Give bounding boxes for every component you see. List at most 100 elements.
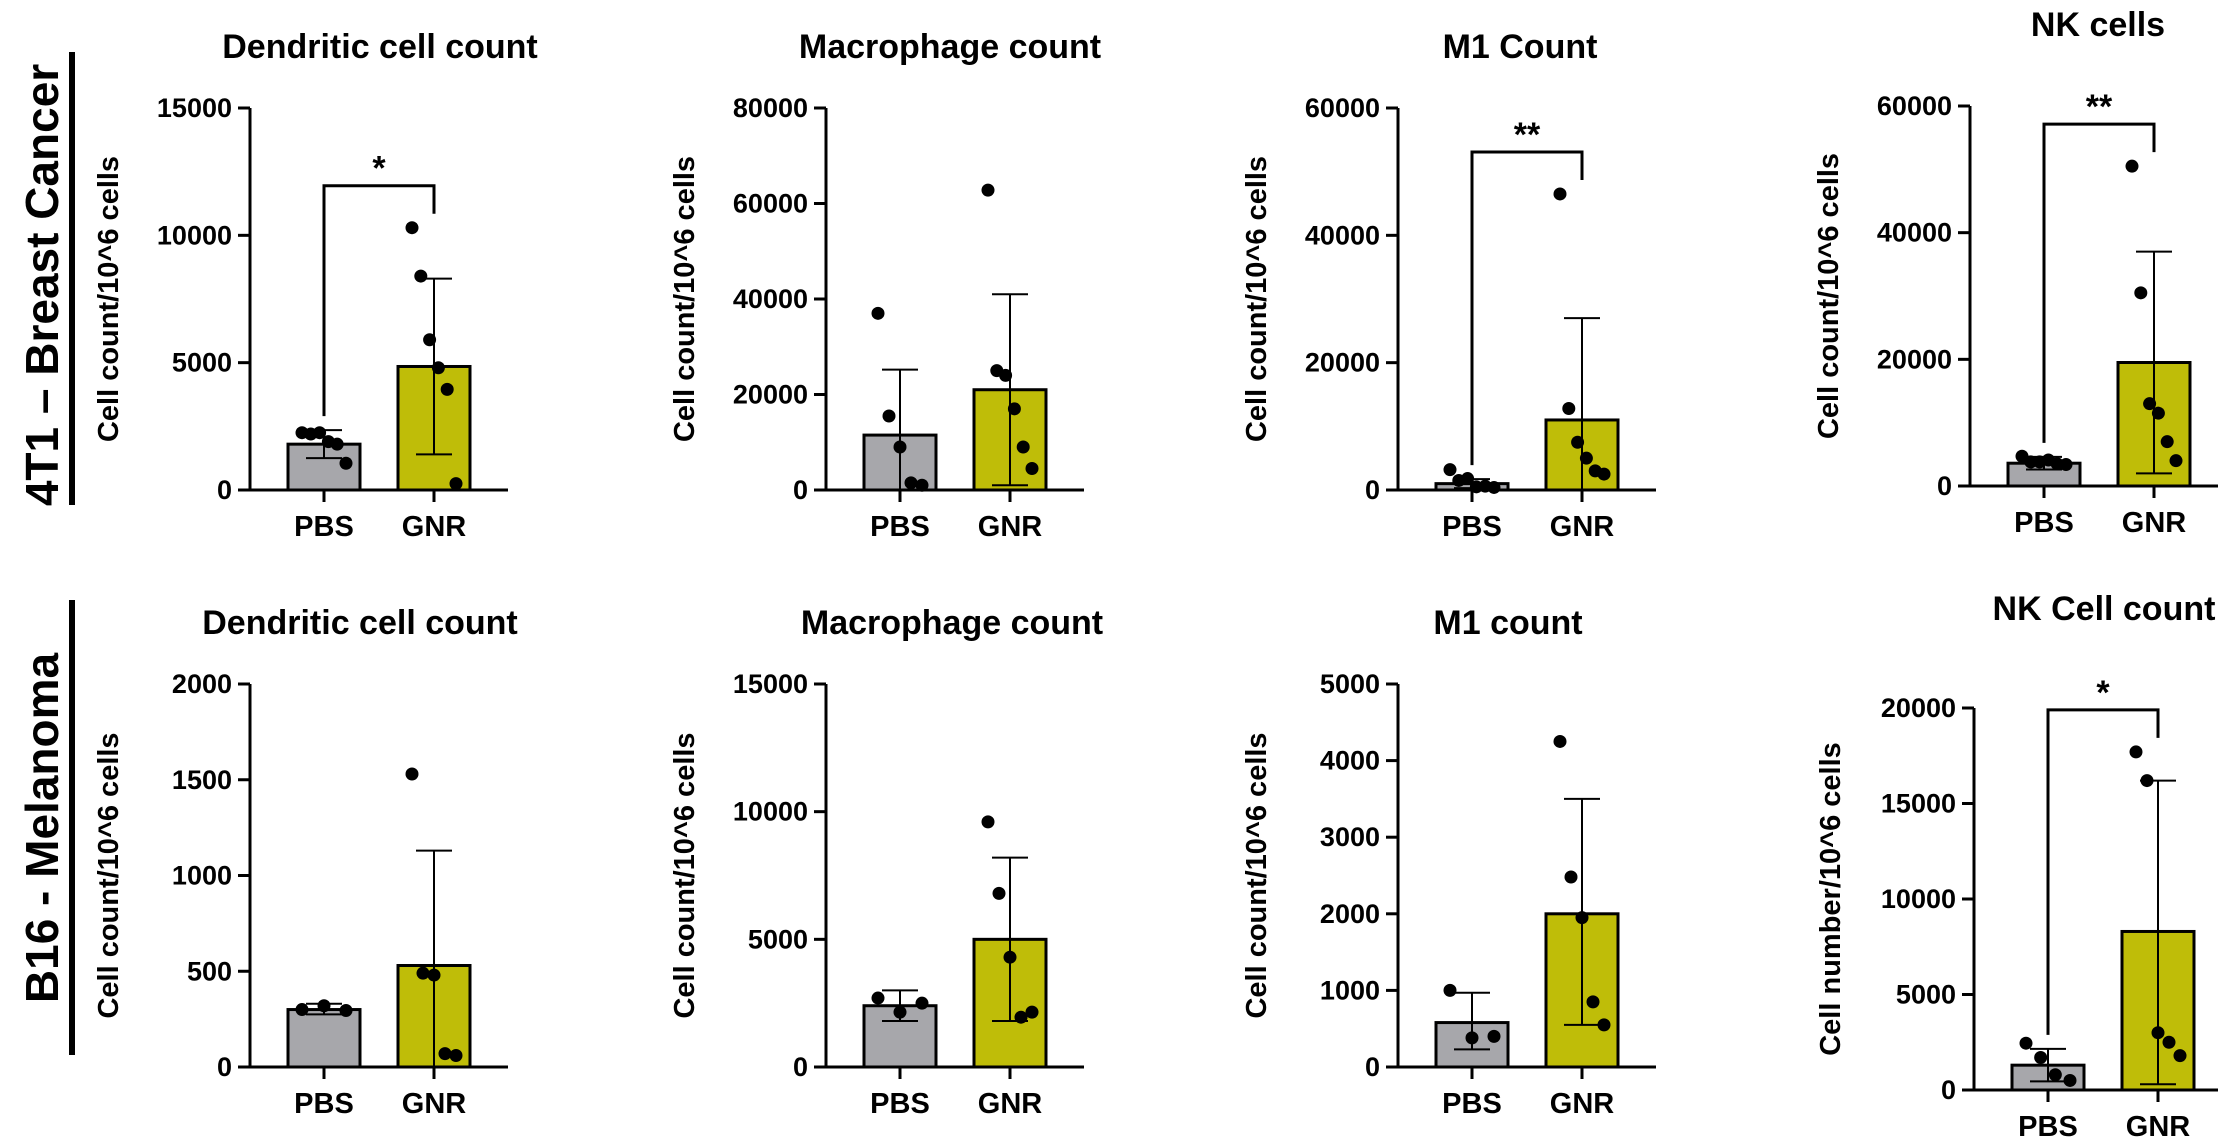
y-axis-label: Cell count/10^6 cells: [669, 156, 701, 442]
y-tick-label: 20000: [733, 380, 808, 410]
data-point: [405, 221, 419, 235]
data-point: [405, 767, 419, 781]
x-category-label: PBS: [1442, 511, 1502, 543]
y-axis-label: Cell count/10^6 cells: [1241, 732, 1273, 1018]
x-category-label: GNR: [402, 1088, 467, 1120]
y-tick-label: 0: [217, 475, 232, 505]
data-point: [1487, 1029, 1501, 1043]
y-tick-label: 15000: [157, 93, 232, 123]
y-tick-label: 15000: [1881, 789, 1956, 819]
panels: Dendritic cell count Cell count/10^6 cell…: [93, 6, 2218, 1142]
data-point: [2019, 1036, 2033, 1050]
y-axis-label: Cell count/10^6 cells: [669, 732, 701, 1018]
y-tick-label: 60000: [1877, 91, 1952, 121]
data-point: [871, 306, 885, 320]
data-point: [904, 476, 918, 490]
data-point: [2151, 406, 2165, 420]
x-category-label: GNR: [402, 511, 467, 543]
data-point: [339, 1004, 353, 1018]
y-tick-label: 0: [1941, 1075, 1956, 1105]
y-axis-label: Cell count/10^6 cells: [93, 156, 125, 442]
y-tick-label: 1000: [1320, 975, 1380, 1005]
y-tick-label: 3000: [1320, 822, 1380, 852]
data-point: [1465, 1031, 1479, 1045]
data-point: [2134, 286, 2148, 300]
bar-pbs: [286, 1008, 362, 1069]
data-point: [1562, 402, 1576, 416]
data-point: [1586, 995, 1600, 1009]
x-category-label: PBS: [1442, 1088, 1502, 1120]
data-point: [915, 478, 929, 492]
chart-title: Dendritic cell count: [202, 604, 518, 642]
significance-bracket: [2042, 122, 2156, 443]
data-point: [1016, 440, 1030, 454]
chart-panel-3: M1 Count Cell count/10^6 cells 0 20000 40000…: [1241, 28, 1656, 543]
data-point: [1461, 472, 1475, 486]
data-point: [2048, 1068, 2062, 1082]
data-point: [2125, 159, 2139, 173]
y-tick-label: 0: [1937, 471, 1952, 501]
x-category-label: GNR: [978, 511, 1043, 543]
chart-title: M1 count: [1433, 604, 1582, 642]
y-tick-label: 5000: [172, 348, 232, 378]
data-point: [1564, 870, 1578, 884]
data-point: [449, 477, 463, 491]
data-point: [2173, 1049, 2187, 1063]
x-category-label: GNR: [978, 1088, 1043, 1120]
significance-label: *: [372, 150, 386, 188]
chart-panel-4: NK cells Cell count/10^6 cells 0 20000 40000…: [1813, 6, 2218, 539]
chart-panel-7: M1 count Cell count/10^6 cells 0 1000 2000 30…: [1241, 604, 1656, 1120]
data-point: [416, 966, 430, 980]
x-category-label: GNR: [1550, 511, 1615, 543]
x-category-label: PBS: [870, 511, 930, 543]
y-tick-label: 40000: [733, 284, 808, 314]
data-point: [1025, 462, 1039, 476]
data-point: [2063, 1073, 2077, 1087]
significance-label: **: [2086, 88, 2113, 126]
y-tick-label: 15000: [733, 669, 808, 699]
data-point: [427, 968, 441, 982]
y-axis-label: Cell number/10^6 cells: [1815, 742, 1847, 1056]
data-point: [431, 361, 445, 375]
data-point: [438, 1047, 452, 1061]
data-point: [1553, 734, 1567, 748]
data-point: [313, 426, 327, 440]
y-tick-label: 40000: [1877, 218, 1952, 248]
data-point: [2169, 454, 2183, 468]
data-point: [440, 382, 454, 396]
x-category-label: PBS: [870, 1088, 930, 1120]
y-tick-label: 500: [187, 956, 232, 986]
data-point: [1553, 187, 1567, 201]
data-point: [882, 409, 896, 423]
data-point: [893, 440, 907, 454]
y-tick-label: 1000: [172, 861, 232, 891]
data-point: [992, 886, 1006, 900]
data-point: [2034, 1051, 2048, 1065]
y-tick-label: 10000: [733, 797, 808, 827]
data-point: [1443, 983, 1457, 997]
y-tick-label: 4000: [1320, 746, 1380, 776]
x-category-label: PBS: [2014, 507, 2074, 539]
y-tick-label: 80000: [733, 93, 808, 123]
y-tick-label: 20000: [1877, 344, 1952, 374]
y-tick-label: 0: [217, 1052, 232, 1082]
significance-bracket: [322, 184, 436, 417]
chart-panel-6: Macrophage count Cell count/10^6 cells 0 50…: [669, 604, 1103, 1120]
row-labels: 4T1 – Breast Cancer B16 - Melanoma: [16, 52, 75, 1055]
data-point: [999, 368, 1013, 382]
data-point: [2143, 397, 2157, 411]
y-tick-label: 10000: [157, 220, 232, 250]
y-tick-label: 0: [793, 1052, 808, 1082]
data-point: [2140, 774, 2154, 788]
y-tick-label: 2000: [1320, 899, 1380, 929]
y-tick-label: 10000: [1881, 884, 1956, 914]
x-category-label: GNR: [2126, 1111, 2191, 1142]
data-point: [414, 269, 428, 283]
data-point: [981, 183, 995, 197]
chart-title: NK Cell count: [1993, 590, 2216, 628]
y-tick-label: 20000: [1305, 348, 1380, 378]
data-point: [330, 437, 344, 451]
y-tick-label: 20000: [1881, 693, 1956, 723]
y-axis-label: Cell count/10^6 cells: [1813, 153, 1845, 439]
